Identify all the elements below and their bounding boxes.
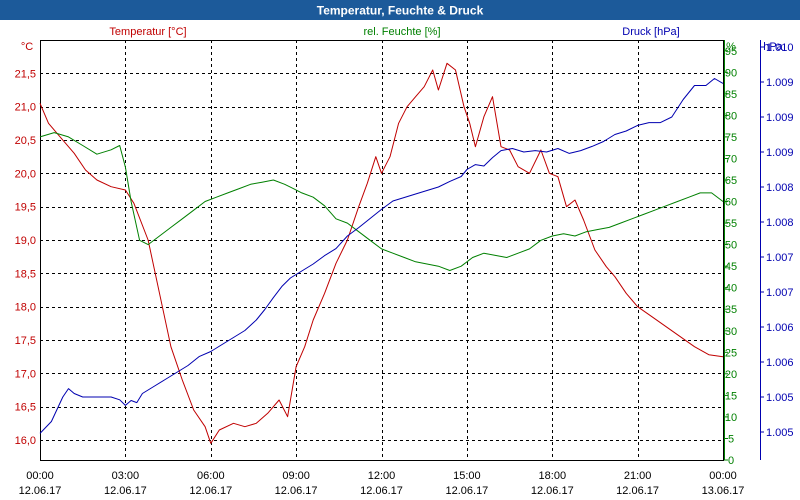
- pressure-tick-label: 1.006: [766, 357, 794, 369]
- humidity-axis: 0 5 10 15 20 25 30 35 40 45 50 55 60 65 70 75 80 85 90 95: [724, 40, 737, 467]
- pressure-unit-label: hPa: [763, 41, 783, 53]
- humidity-tick-label: 15: [725, 390, 737, 402]
- x-tick-time: 15:00: [453, 470, 481, 482]
- humidity-tick-label: 0: [728, 455, 734, 467]
- legend-temperature: Temperatur [°C]: [109, 26, 186, 38]
- humidity-tick-label: 65: [725, 175, 737, 187]
- temperature-tick-label: 19,0: [15, 235, 36, 247]
- x-tick-time: 18:00: [539, 470, 567, 482]
- pressure-tick-label: 1.009: [766, 147, 794, 159]
- temperature-tick-label: 17,5: [15, 335, 36, 347]
- temperature-tick-label: 21,5: [15, 68, 36, 80]
- humidity-tick-label: 40: [725, 283, 737, 295]
- humidity-tick-label: 60: [725, 197, 737, 209]
- humidity-tick-label: 95: [725, 46, 737, 58]
- temperature-tick-label: 20,0: [15, 168, 36, 180]
- temperature-tick-label: 19,5: [15, 202, 36, 214]
- grid-layer: [40, 40, 723, 460]
- x-tick-date: 12.06.17: [616, 485, 659, 497]
- humidity-tick-label: 20: [725, 369, 737, 381]
- temperature-tick-label: 17,0: [15, 368, 36, 380]
- plot-frame: [40, 40, 724, 461]
- pressure-tick-label: 1.008: [766, 182, 794, 194]
- humidity-tick-label: 5: [728, 434, 734, 446]
- humidity-line: [39, 132, 724, 271]
- x-tick-time: 09:00: [282, 470, 310, 482]
- humidity-tick-label: 45: [725, 261, 737, 273]
- humidity-tick-label: 75: [725, 132, 737, 144]
- humidity-tick-label: 80: [725, 110, 737, 122]
- temperature-tick-label: 16,0: [15, 435, 36, 447]
- pressure-tick-label: 1.005: [766, 427, 794, 439]
- humidity-tick-label: 85: [725, 89, 737, 101]
- temperature-axis: 16,0 16,5 17,0 17,5 18,0 18,5 19,0 19,5 20,0 20,5…: [15, 68, 36, 447]
- pressure-tick-label: 1.006: [766, 322, 794, 334]
- x-tick-time: 03:00: [112, 470, 140, 482]
- x-tick-time: 06:00: [197, 470, 225, 482]
- x-tick-date: 12.06.17: [189, 485, 232, 497]
- pressure-tick-label: 1.008: [766, 217, 794, 229]
- pressure-tick-label: 1.010: [766, 42, 794, 54]
- title-bar: [0, 0, 800, 20]
- x-tick-date: 12.06.17: [104, 485, 147, 497]
- pressure-tick-label: 1.009: [766, 77, 794, 89]
- pressure-tick-label: 1.005: [766, 392, 794, 404]
- x-tick-date: 12.06.17: [275, 485, 318, 497]
- humidity-tick-label: 70: [725, 154, 737, 166]
- temperature-tick-label: 18,0: [15, 302, 36, 314]
- x-tick-time: 00:00: [26, 470, 54, 482]
- temperature-tick-label: 18,5: [15, 268, 36, 280]
- x-tick-date: 12.06.17: [531, 485, 574, 497]
- humidity-tick-label: 25: [725, 347, 737, 359]
- humidity-tick-label: 10: [725, 412, 737, 424]
- humidity-tick-label: 50: [725, 240, 737, 252]
- x-tick-date: 12.06.17: [360, 485, 403, 497]
- temperature-unit-label: °C: [21, 41, 33, 53]
- series-layer: [39, 62, 724, 444]
- x-tick-date: 12.06.17: [445, 485, 488, 497]
- x-axis: 00:00 12.06.17 03:00 12.06.17 06:00 12.06.17 0…: [19, 470, 745, 497]
- x-tick-time: 00:00: [709, 470, 737, 482]
- x-tick-time: 12:00: [368, 470, 396, 482]
- temperature-tick-label: 16,5: [15, 402, 36, 414]
- humidity-tick-label: 90: [725, 67, 737, 79]
- pressure-tick-label: 1.009: [766, 112, 794, 124]
- pressure-line: [39, 78, 724, 434]
- x-tick-date: 12.06.17: [19, 485, 62, 497]
- pressure-tick-label: 1.007: [766, 287, 794, 299]
- legend-humidity: rel. Feuchte [%]: [363, 26, 440, 38]
- humidity-tick-label: 55: [725, 218, 737, 230]
- pressure-axis: 1.005 1.005 1.006 1.006 1.007 1.007 1.008 1.008…: [760, 40, 794, 460]
- humidity-unit-label: %: [726, 41, 736, 53]
- humidity-tick-label: 30: [725, 326, 737, 338]
- x-tick-date: 13.06.17: [702, 485, 745, 497]
- x-tick-time: 21:00: [624, 470, 652, 482]
- temperature-tick-label: 21,0: [15, 102, 36, 114]
- temperature-line: [39, 62, 724, 444]
- chart-title: Temperatur, Feuchte & Druck: [317, 4, 484, 18]
- legend-pressure: Druck [hPa]: [622, 26, 679, 38]
- temperature-tick-label: 20,5: [15, 135, 36, 147]
- pressure-tick-label: 1.007: [766, 252, 794, 264]
- humidity-tick-label: 35: [725, 304, 737, 316]
